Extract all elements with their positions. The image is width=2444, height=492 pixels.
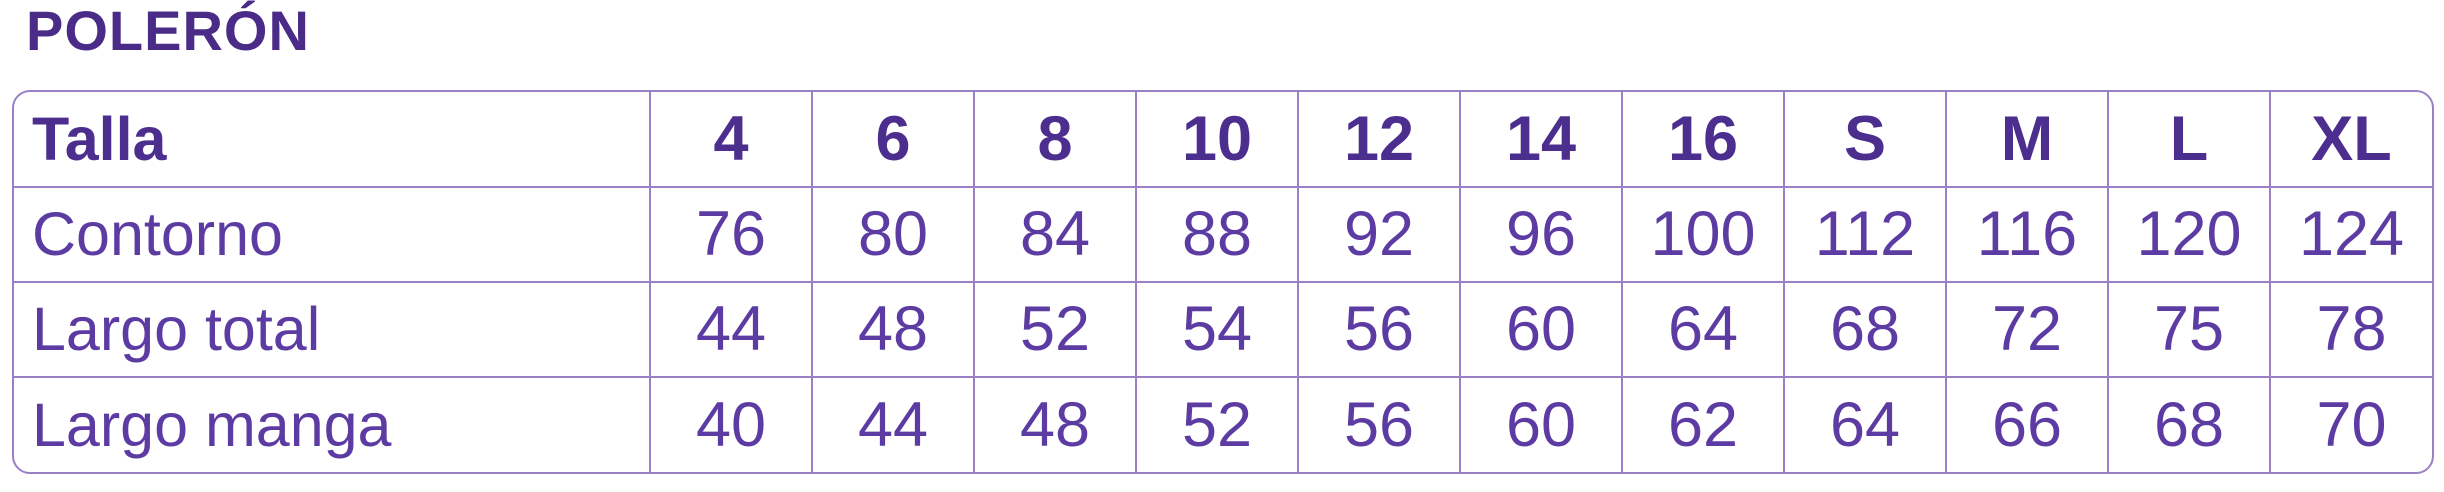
size-chart-table: Talla 4 6 8 10 12 14 16 S M L XL Contorno 76 80 84 88 92 9… xyxy=(14,92,2432,472)
value-cell: 56 xyxy=(1298,377,1461,472)
value-cell: 84 xyxy=(974,187,1137,283)
value-cell: 112 xyxy=(1784,187,1947,283)
row-label-cell: Contorno xyxy=(14,187,651,283)
table-row: Largo manga 40 44 48 52 56 60 62 64 66 68 70 xyxy=(14,377,2432,472)
header-cell-size: L xyxy=(2108,92,2271,188)
value-cell: 100 xyxy=(1622,187,1785,283)
header-cell-size: 10 xyxy=(1136,92,1299,188)
value-cell: 64 xyxy=(1784,377,1947,472)
value-cell: 56 xyxy=(1298,282,1461,378)
value-cell: 48 xyxy=(974,377,1137,472)
value-cell: 62 xyxy=(1622,377,1785,472)
value-cell: 48 xyxy=(812,282,975,378)
value-cell: 68 xyxy=(1784,282,1947,378)
header-cell-size: 8 xyxy=(974,92,1137,188)
header-cell-size: 16 xyxy=(1622,92,1785,188)
value-cell: 92 xyxy=(1298,187,1461,283)
value-cell: 76 xyxy=(650,187,813,283)
value-cell: 72 xyxy=(1946,282,2109,378)
value-cell: 54 xyxy=(1136,282,1299,378)
header-cell-talla: Talla xyxy=(14,92,651,188)
value-cell: 52 xyxy=(974,282,1137,378)
size-table-body: Talla 4 6 8 10 12 14 16 S M L XL Contorno 76 80 84 88 92 9… xyxy=(14,92,2432,472)
value-cell: 44 xyxy=(650,282,813,378)
value-cell: 120 xyxy=(2108,187,2271,283)
value-cell: 44 xyxy=(812,377,975,472)
value-cell: 66 xyxy=(1946,377,2109,472)
value-cell: 68 xyxy=(2108,377,2271,472)
value-cell: 52 xyxy=(1136,377,1299,472)
table-header-row: Talla 4 6 8 10 12 14 16 S M L XL xyxy=(14,92,2432,188)
value-cell: 60 xyxy=(1460,377,1623,472)
header-cell-size: 12 xyxy=(1298,92,1461,188)
header-cell-size: XL xyxy=(2270,92,2432,188)
table-row: Contorno 76 80 84 88 92 96 100 112 116 120 124 xyxy=(14,187,2432,283)
value-cell: 70 xyxy=(2316,389,2387,460)
header-cell-size: M xyxy=(1946,92,2109,188)
value-cell: 88 xyxy=(1136,187,1299,283)
header-cell-size: S xyxy=(1784,92,1947,188)
row-label-cell: Largo manga xyxy=(14,377,651,472)
value-cell: 60 xyxy=(1460,282,1623,378)
page-title: POLERÓN xyxy=(26,0,310,62)
size-chart-table-container: Talla 4 6 8 10 12 14 16 S M L XL Contorno 76 80 84 88 92 9… xyxy=(12,90,2434,474)
header-cell-size: 6 xyxy=(812,92,975,188)
value-cell: 40 xyxy=(650,377,813,472)
value-cell: 64 xyxy=(1622,282,1785,378)
value-cell: 96 xyxy=(1460,187,1623,283)
value-cell: 80 xyxy=(812,187,975,283)
value-cell: 78 xyxy=(2270,282,2432,378)
value-cell: 124 xyxy=(2270,187,2432,283)
value-cell: 75 xyxy=(2108,282,2271,378)
table-row: Largo total 44 48 52 54 56 60 64 68 72 75 78 xyxy=(14,282,2432,378)
value-cell: 116 xyxy=(1946,187,2109,283)
row-label-cell: Largo total xyxy=(14,282,651,378)
header-cell-size: 4 xyxy=(650,92,813,188)
header-cell-size: 14 xyxy=(1460,92,1623,188)
